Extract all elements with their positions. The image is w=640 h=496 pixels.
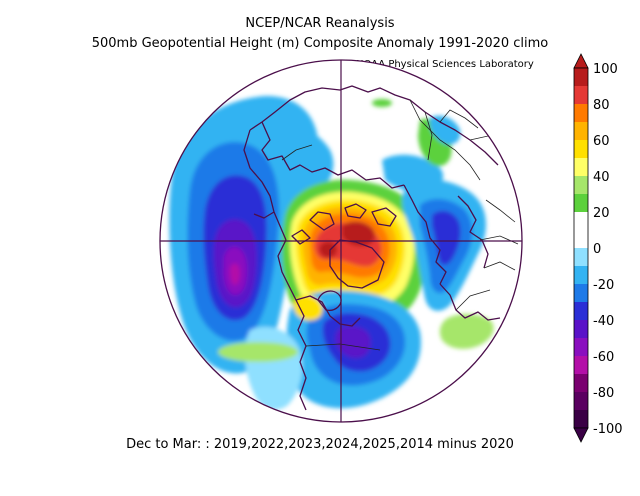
date-caption: Dec to Mar: : 2019,2022,2023,2024,2025,2…: [126, 437, 514, 452]
colorbar-tick-label: 20: [593, 206, 610, 221]
colorbar-swatch: [574, 248, 588, 267]
colorbar-swatch: [574, 122, 588, 141]
colorbar-tick-label: -40: [593, 314, 614, 329]
colorbar-swatch: [574, 320, 588, 339]
colorbar-swatch: [574, 86, 588, 105]
colorbar-swatch: [574, 176, 588, 195]
colorbar-swatch: [574, 230, 588, 249]
chart-title: NCEP/NCAR Reanalysis: [245, 16, 395, 31]
colorbar-swatch: [574, 140, 588, 159]
chart-subtitle: 500mb Geopotential Height (m) Composite …: [91, 36, 549, 51]
colorbar-swatch: [574, 410, 588, 429]
colorbar-swatch: [574, 374, 588, 393]
colorbar-arrow-bottom: [573, 427, 589, 443]
colorbar-swatch: [574, 338, 588, 357]
colorbar-swatch: [574, 266, 588, 285]
colorbar-swatch: [574, 194, 588, 213]
colorbar-swatch: [574, 68, 588, 87]
colorbar-tick-label: 40: [593, 170, 610, 185]
colorbar-tick-label: -60: [593, 350, 614, 365]
colorbar-swatch: [574, 284, 588, 303]
credit-label: NOAA Physical Sciences Laboratory: [356, 59, 534, 70]
colorbar-swatch: [574, 302, 588, 321]
colorbar-swatch: [574, 212, 588, 231]
globe-outline: [159, 59, 523, 423]
colorbar-tick-label: 60: [593, 134, 610, 149]
colorbar-swatch: [574, 356, 588, 375]
colorbar-swatch: [574, 392, 588, 411]
anomaly-field: [160, 60, 522, 422]
colorbar-arrow-top: [573, 53, 589, 69]
colorbar-tick-label: -20: [593, 278, 614, 293]
colorbar-tick-label: -100: [593, 422, 623, 437]
colorbar-swatch: [574, 104, 588, 123]
colorbar-tick-label: 100: [593, 62, 618, 77]
colorbar-tick-label: 0: [593, 242, 601, 257]
colorbar-swatch: [574, 158, 588, 177]
colorbar: 100 80 60 40 20 0 -20 -40 -60 -80 -100: [573, 53, 623, 443]
colorbar-tick-label: -80: [593, 386, 614, 401]
colorbar-tick-label: 80: [593, 98, 610, 113]
